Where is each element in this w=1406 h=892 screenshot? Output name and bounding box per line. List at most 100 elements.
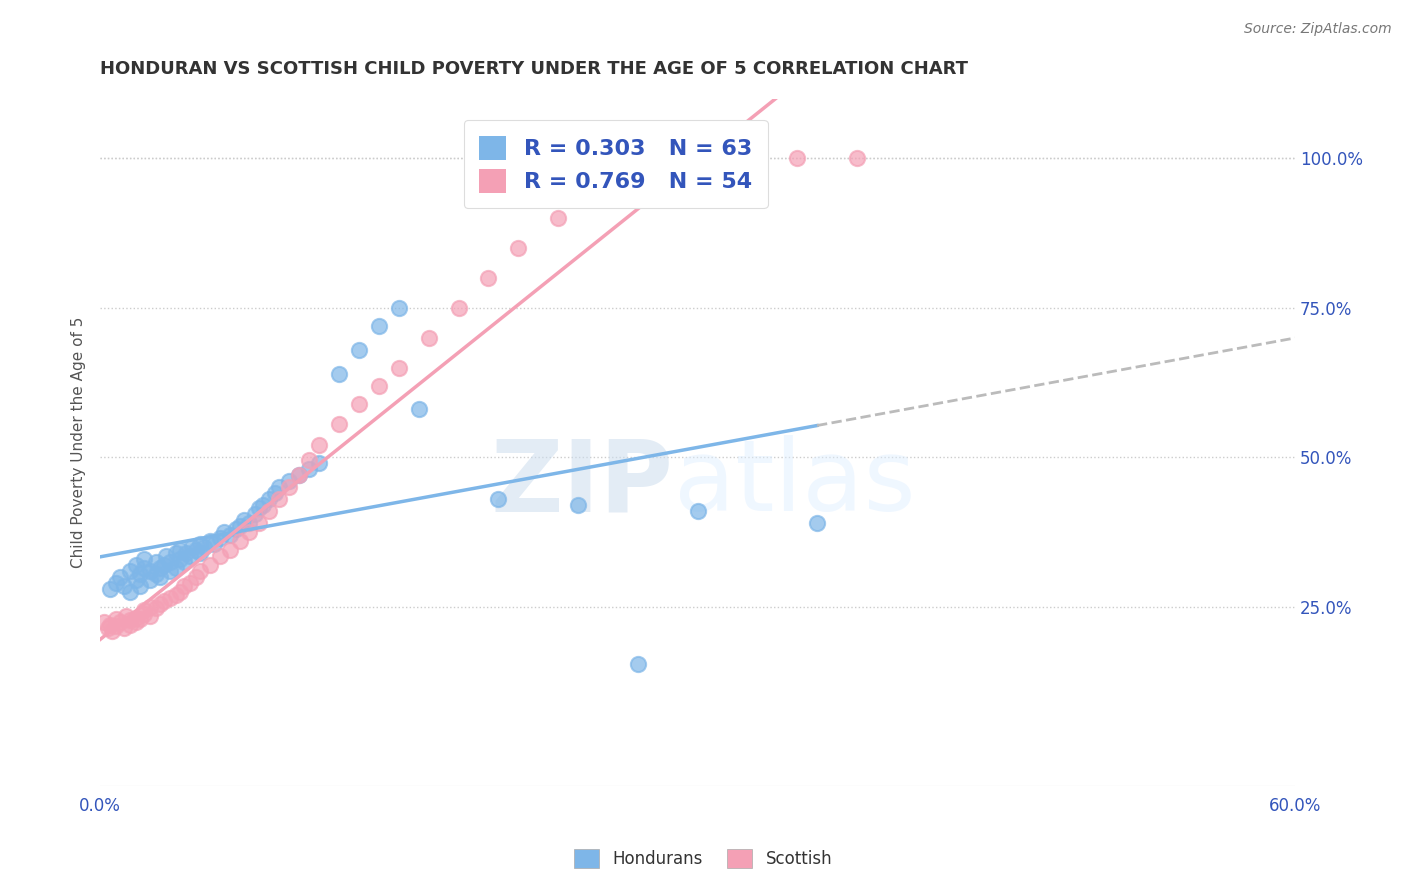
Point [198,558,221,572]
Point [149,561,172,575]
Point [508,241,530,255]
Point [118,613,141,627]
Point [159,564,181,578]
Point [188,537,211,551]
Point [145,601,167,615]
Point [252,498,274,512]
Point [232,513,254,527]
Point [184,570,207,584]
Point [108,570,131,584]
Point [547,211,569,226]
Point [153,594,176,608]
Point [328,417,350,432]
Point [105,612,128,626]
Point [155,549,177,563]
Point [208,531,231,545]
Point [93,615,115,629]
Point [212,524,235,539]
Legend: R = 0.303   N = 63, R = 0.769   N = 54: R = 0.303 N = 63, R = 0.769 N = 54 [464,120,768,209]
Point [388,301,411,315]
Point [218,543,240,558]
Point [180,540,202,554]
Point [298,453,321,467]
Point [184,543,207,558]
Point [278,480,301,494]
Text: Source: ZipAtlas.com: Source: ZipAtlas.com [1244,22,1392,37]
Text: HONDURAN VS SCOTTISH CHILD POVERTY UNDER THE AGE OF 5 CORRELATION CHART: HONDURAN VS SCOTTISH CHILD POVERTY UNDER… [100,60,969,78]
Point [179,575,201,590]
Point [264,486,287,500]
Point [308,456,330,470]
Point [139,564,162,578]
Point [112,621,135,635]
Point [108,615,131,629]
Point [139,573,162,587]
Point [115,608,138,623]
Point [706,163,728,178]
Point [132,607,155,621]
Point [249,516,271,530]
Point [228,534,250,549]
Point [627,657,650,671]
Legend: Hondurans, Scottish: Hondurans, Scottish [567,843,839,875]
Y-axis label: Child Poverty Under the Age of 5: Child Poverty Under the Age of 5 [72,317,86,568]
Point [165,588,187,602]
Point [129,612,152,626]
Point [173,555,195,569]
Point [198,534,221,549]
Point [118,564,141,578]
Point [132,561,155,575]
Point [145,555,167,569]
Point [269,492,291,507]
Point [786,152,808,166]
Point [845,152,868,166]
Point [118,584,141,599]
Point [269,480,291,494]
Point [278,474,301,488]
Point [132,603,155,617]
Point [159,591,181,605]
Point [447,301,470,315]
Point [202,537,225,551]
Point [298,462,321,476]
Point [567,498,589,512]
Point [125,573,148,587]
Point [249,501,271,516]
Point [179,549,201,563]
Point [132,552,155,566]
Point [308,438,330,452]
Text: ZIP: ZIP [491,435,673,533]
Point [125,610,148,624]
Point [139,608,162,623]
Point [586,181,609,195]
Point [129,579,152,593]
Point [627,152,650,166]
Point [245,507,267,521]
Point [153,558,176,572]
Point [806,516,828,530]
Point [145,566,167,581]
Point [388,360,411,375]
Point [238,516,260,530]
Point [259,492,281,507]
Point [238,524,260,539]
Point [486,492,509,507]
Point [118,617,141,632]
Point [288,468,311,483]
Point [188,546,211,560]
Point [174,546,197,560]
Point [97,621,120,635]
Point [218,528,240,542]
Point [208,549,231,563]
Point [169,552,191,566]
Point [173,579,195,593]
Point [686,504,709,518]
Point [149,570,172,584]
Point [165,546,187,560]
Point [193,540,215,554]
Point [225,522,247,536]
Point [105,575,128,590]
Point [347,343,370,357]
Point [101,624,124,638]
Text: atlas: atlas [673,435,915,533]
